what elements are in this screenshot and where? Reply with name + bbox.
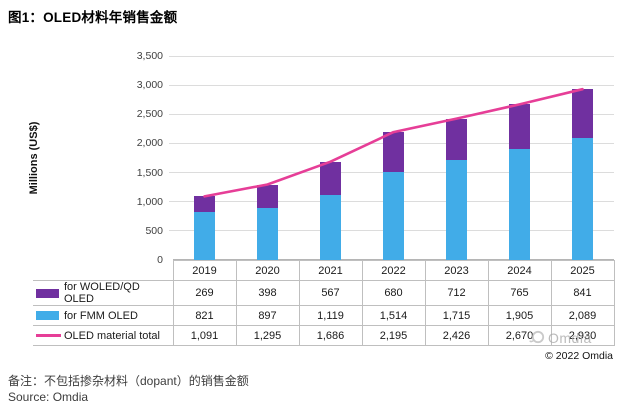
bar-segment-fmm-2023 [446, 160, 467, 260]
value-cell-2024: 1,905 [487, 305, 552, 326]
value-cell-2023: 1,715 [424, 305, 489, 326]
total-line-series [203, 87, 584, 198]
bar-segment-fmm-2022 [383, 171, 404, 260]
figure-title: 图1：OLED材料年销售金额 [8, 10, 178, 25]
table-header-row: 2019 2020 2021 2022 2023 2024 2025 [33, 260, 615, 281]
legend-cell: OLED material total [33, 325, 173, 346]
value-cell-2023: 2,426 [424, 325, 489, 346]
source-note: Source: Omdia [8, 390, 89, 404]
bar-segment-fmm-2021 [320, 194, 341, 260]
bar-segment-woled-2025 [572, 89, 593, 139]
bar-2019 [194, 196, 215, 260]
value-cell-2021: 1,686 [298, 325, 363, 346]
value-cell-2025: 2,089 [550, 305, 615, 326]
legend-label: OLED material total [64, 329, 160, 342]
bar-segment-fmm-2025 [572, 138, 593, 260]
year-header-2020: 2020 [235, 260, 300, 281]
y-tick-label-2000: 2,000 [136, 137, 163, 150]
year-header-2025: 2025 [550, 260, 615, 281]
bar-segment-fmm-2019 [194, 212, 215, 260]
bar-2022 [383, 132, 404, 260]
value-cell-2020: 897 [235, 305, 300, 326]
table-corner-cell [33, 261, 173, 281]
y-tick-label-0: 0 [157, 254, 163, 266]
bar-2023 [446, 118, 467, 260]
value-cell-2024: 2,670 [487, 325, 552, 346]
legend-cell: for FMM OLED [33, 305, 173, 326]
value-cell-2024: 765 [487, 280, 552, 306]
grid-line-3000 [169, 84, 614, 86]
value-cell-2025: 2,930 [550, 325, 615, 346]
bar-segment-woled-2023 [446, 118, 467, 161]
value-cell-2021: 567 [298, 280, 363, 306]
year-header-2023: 2023 [424, 260, 489, 281]
legend-swatch-icon [36, 311, 59, 320]
bar-2025 [572, 89, 593, 260]
year-header-2024: 2024 [487, 260, 552, 281]
value-cell-2019: 821 [172, 305, 237, 326]
year-header-2021: 2021 [298, 260, 363, 281]
value-cell-2019: 1,091 [172, 325, 237, 346]
value-cell-2021: 1,119 [298, 305, 363, 326]
y-tick-label-2500: 2,500 [136, 108, 163, 121]
grid-line-3500 [169, 55, 614, 57]
bar-segment-fmm-2024 [509, 148, 530, 260]
bar-segment-woled-2019 [194, 196, 215, 213]
table-row-woled: for WOLED/QD OLED 269 398 567 680 712 765 841 [33, 280, 615, 306]
value-cell-2025: 841 [550, 280, 615, 306]
bar-segment-woled-2024 [509, 104, 530, 149]
copyright-text: © 2022 Omdia [545, 350, 613, 362]
bar-segment-woled-2022 [383, 132, 404, 172]
bar-2020 [257, 184, 278, 260]
legend-label: for WOLED/QD OLED [64, 281, 140, 305]
bar-2024 [509, 104, 530, 260]
year-header-2019: 2019 [172, 260, 237, 281]
legend-cell: for WOLED/QD OLED [33, 280, 173, 306]
value-cell-2022: 2,195 [361, 325, 426, 346]
y-tick-label-1000: 1,000 [136, 195, 163, 208]
bar-segment-fmm-2020 [257, 207, 278, 260]
table-row-total: OLED material total 1,091 1,295 1,686 2,195 2… [33, 325, 615, 346]
plot-area [169, 55, 614, 260]
y-tick-label-3500: 3,500 [136, 50, 163, 62]
value-cell-2020: 1,295 [235, 325, 300, 346]
value-cell-2023: 712 [424, 280, 489, 306]
value-cell-2019: 269 [172, 280, 237, 306]
remark-note: 备注：不包括掺杂材料（dopant）的销售金额 [8, 374, 249, 388]
y-tick-label-1500: 1,500 [136, 166, 163, 179]
value-cell-2020: 398 [235, 280, 300, 306]
legend-swatch-icon [36, 288, 59, 298]
data-table: 2019 2020 2021 2022 2023 2024 2025 for WOLED/QD… [33, 260, 615, 346]
table-row-fmm: for FMM OLED 821 897 1,119 1,514 1,715 1,905 2,… [33, 305, 615, 326]
y-tick-label-3000: 3,000 [136, 79, 163, 92]
legend-swatch-icon [36, 334, 61, 337]
grid-line-2500 [169, 113, 614, 115]
bar-2021 [320, 161, 341, 260]
legend-label: for FMM OLED [64, 309, 138, 322]
value-cell-2022: 680 [361, 280, 426, 306]
bar-segment-woled-2020 [257, 184, 278, 208]
y-tick-label-500: 500 [145, 224, 163, 237]
y-axis-tick-labels: 0 500 1,000 1,500 2,000 2,500 3,000 3,500 [0, 50, 163, 266]
bar-segment-woled-2021 [320, 161, 341, 195]
value-cell-2022: 1,514 [361, 305, 426, 326]
year-header-2022: 2022 [361, 260, 426, 281]
